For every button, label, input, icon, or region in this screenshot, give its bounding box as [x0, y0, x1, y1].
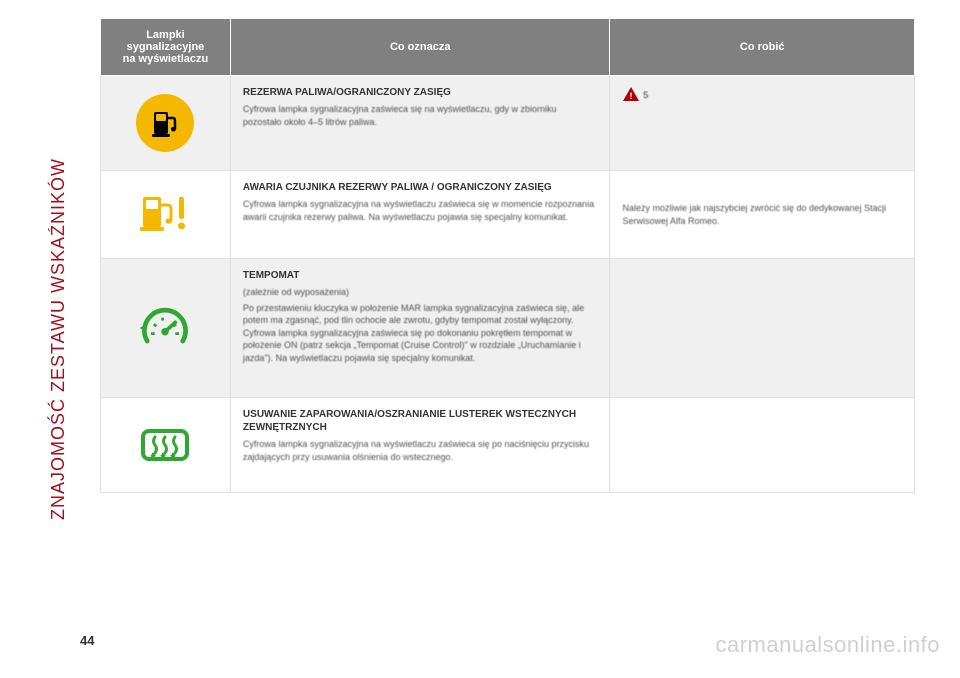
table-row: USUWANIE ZAPAROWANIA/OSZRANIANIE LUSTERE…: [101, 398, 915, 493]
header-col1-line2: na wyświetlaczu: [109, 53, 222, 65]
watermark-text: carmanualsonline.info: [715, 632, 940, 658]
fuel-fault-icon: [135, 229, 195, 240]
meaning-title: AWARIA CZUJNIKA REZERWY PALIWA / OGRANIC…: [243, 181, 598, 194]
meaning-cell: TEMPOMAT (zależnie od wyposażenia) Po pr…: [230, 259, 610, 398]
table-row: AWARIA CZUJNIKA REZERWY PALIWA / OGRANIC…: [101, 171, 915, 259]
header-col1-line1: Lampki sygnalizacyjne: [109, 29, 222, 53]
action-cell: [610, 259, 915, 398]
icon-cell: [101, 398, 231, 493]
meaning-sub: (zależnie od wyposażenia): [243, 286, 598, 299]
fuel-reserve-icon: [136, 94, 194, 152]
action-desc: Należy możliwie jak najszybciej zwrócić …: [622, 202, 902, 227]
header-col-action: Co robić: [610, 19, 915, 76]
section-vertical-title: ZNAJOMOŚĆ ZESTAWU WSKAŹNIKÓW: [48, 158, 69, 520]
svg-text:!: !: [630, 91, 633, 101]
meaning-desc: Cyfrowa lampka sygnalizacyjna zaświeca s…: [243, 103, 598, 128]
header-col-lamp: Lampki sygnalizacyjne na wyświetlaczu: [101, 19, 231, 76]
icon-cell: [101, 76, 231, 171]
table-row: TEMPOMAT (zależnie od wyposażenia) Po pr…: [101, 259, 915, 398]
meaning-title: REZERWA PALIWA/OGRANICZONY ZASIĘG: [243, 86, 598, 99]
warning-badge-label: 5: [643, 90, 648, 100]
rear-defrost-icon: [136, 416, 194, 474]
icon-cell: [101, 171, 231, 259]
meaning-title: USUWANIE ZAPAROWANIA/OSZRANIANIE LUSTERE…: [243, 408, 598, 434]
action-cell: [610, 398, 915, 493]
table-row: REZERWA PALIWA/OGRANICZONY ZASIĘG Cyfrow…: [101, 76, 915, 171]
page-number: 44: [80, 633, 94, 648]
table-header-row: Lampki sygnalizacyjne na wyświetlaczu Co…: [101, 19, 915, 76]
meaning-cell: USUWANIE ZAPAROWANIA/OSZRANIANIE LUSTERE…: [230, 398, 610, 493]
header-col-meaning: Co oznacza: [230, 19, 610, 76]
action-cell: ! 5: [610, 76, 915, 171]
indicator-table: Lampki sygnalizacyjne na wyświetlaczu Co…: [100, 18, 915, 493]
meaning-cell: AWARIA CZUJNIKA REZERWY PALIWA / OGRANIC…: [230, 171, 610, 259]
meaning-cell: REZERWA PALIWA/OGRANICZONY ZASIĘG Cyfrow…: [230, 76, 610, 171]
meaning-desc: Cyfrowa lampka sygnalizacyjna na wyświet…: [243, 438, 598, 463]
action-cell: Należy możliwie jak najszybciej zwrócić …: [610, 171, 915, 259]
meaning-desc: Po przestawieniu kluczyka w położenie MA…: [243, 302, 598, 365]
meaning-desc: Cyfrowa lampka sygnalizacyjna na wyświet…: [243, 198, 598, 223]
fuel-pump-icon: [151, 108, 179, 138]
cruise-control-icon: [136, 299, 194, 357]
icon-cell: [101, 259, 231, 398]
warning-triangle-icon: !: [622, 86, 640, 105]
meaning-title: TEMPOMAT: [243, 269, 598, 282]
